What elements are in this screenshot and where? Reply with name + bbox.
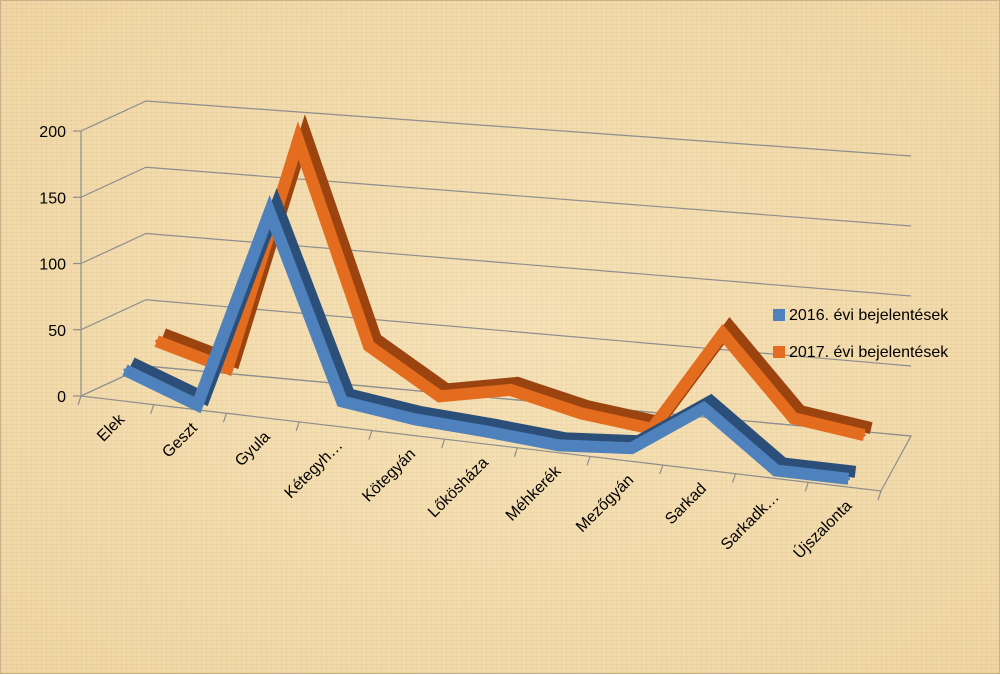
series-0-point-8 <box>702 406 706 410</box>
series-1-point-2 <box>296 138 300 142</box>
gridline-2 <box>80 232 912 297</box>
series-0 <box>122 188 857 485</box>
series-0-point-0 <box>123 368 127 372</box>
x-tick-mark-3 <box>295 421 300 432</box>
x-tick-mark-10 <box>804 482 809 492</box>
x-tick-label-1: Geszt <box>159 419 201 461</box>
y-tick-label-4: 200 <box>39 124 66 141</box>
x-tick-label-8: Sarkad <box>662 480 710 528</box>
x-tick-mark-4 <box>368 430 373 440</box>
legend-label-0: 2016. évi bejelentések <box>789 307 949 324</box>
x-tick-mark-2 <box>222 413 228 423</box>
legend-swatch-1 <box>773 346 785 358</box>
series-0-point-4 <box>412 417 416 421</box>
series-1-point-9 <box>791 416 795 420</box>
y-tick-label-0: 0 <box>57 389 66 406</box>
x-tick-mark-8 <box>659 464 664 475</box>
x-tick-mark-0 <box>77 395 82 406</box>
x-tick-label-0: Elek <box>94 410 129 445</box>
series-1-point-4 <box>438 394 442 398</box>
legend-label-1: 2017. évi bejelentések <box>789 344 949 361</box>
axis-layer <box>73 130 912 501</box>
series-1-point-5 <box>508 388 512 392</box>
x-tick-mark-6 <box>513 447 518 458</box>
series-0-point-7 <box>629 446 633 450</box>
x-tick-mark-1 <box>150 404 155 414</box>
series-1-point-10 <box>862 433 866 437</box>
x-tick-label-7: Mezőgyán <box>573 472 637 536</box>
gridline-1 <box>80 299 912 367</box>
series-0-point-1 <box>195 403 199 407</box>
legend: 2016. évi bejelentések 2017. évi bejelent… <box>773 307 949 361</box>
x-tick-mark-9 <box>731 473 737 483</box>
series-1-point-0 <box>155 339 159 343</box>
x-tick-mark-11 <box>877 490 882 501</box>
series-0-point-2 <box>268 210 272 214</box>
series-1 <box>154 114 873 441</box>
x-tick-label-6: Méhkerék <box>503 462 565 524</box>
y-tick-label-1: 50 <box>48 323 66 340</box>
series-1-point-3 <box>367 344 371 348</box>
x-tick-mark-7 <box>586 456 591 466</box>
series-0-point-10 <box>846 477 850 481</box>
series-1-point-6 <box>579 411 583 415</box>
series-layer <box>122 114 873 485</box>
series-1-point-1 <box>225 366 229 370</box>
series-1-point-8 <box>721 332 725 336</box>
x-tick-label-3: Kétegyh… <box>282 437 347 502</box>
gridline-3 <box>80 166 912 227</box>
series-0-point-6 <box>557 443 561 447</box>
y-tick-label-2: 100 <box>39 257 66 274</box>
x-tick-label-5: Lőkösháza <box>425 454 492 521</box>
x-tick-label-10: Újszalonta <box>789 496 855 562</box>
x-tick-label-4: Kötegyán <box>359 446 419 506</box>
legend-swatch-0 <box>773 309 785 321</box>
series-0-point-9 <box>774 468 778 472</box>
series-0-point-5 <box>485 430 489 434</box>
series-0-point-3 <box>340 399 344 403</box>
gridline-4 <box>80 100 912 157</box>
y-tick-label-3: 150 <box>39 190 66 207</box>
x-tick-label-9: Sarkadk… <box>718 489 783 554</box>
x-tick-label-2: Gyula <box>232 428 274 470</box>
x-tick-mark-5 <box>441 438 446 449</box>
